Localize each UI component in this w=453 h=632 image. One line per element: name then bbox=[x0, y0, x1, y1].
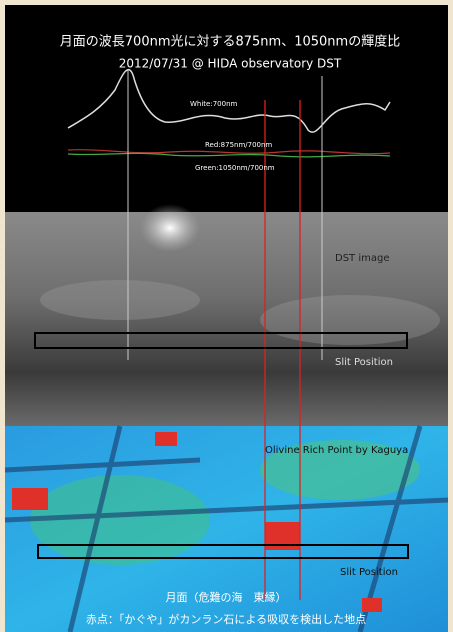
profile-label: Red:875nm/700nm bbox=[205, 141, 272, 149]
red-point bbox=[362, 598, 382, 612]
profile-label: Green:1050nm/700nm bbox=[195, 164, 275, 172]
cloud bbox=[40, 280, 200, 320]
red-point bbox=[12, 488, 48, 510]
bright-spot bbox=[140, 204, 200, 252]
red-point bbox=[155, 432, 177, 446]
panel-label: Olivine Rich Point by Kaguya bbox=[265, 445, 408, 456]
slit-label: Slit Position bbox=[335, 357, 393, 368]
cloud bbox=[260, 295, 440, 345]
title: 月面の波長700nm光に対する875nm、1050nmの輝度比 bbox=[60, 34, 400, 50]
caption: 赤点：「かぐや」がカンラン石による吸収を検出した地点 bbox=[86, 612, 366, 626]
caption: 月面（危難の海 東縁） bbox=[166, 590, 287, 604]
profile-label: White:700nm bbox=[190, 100, 238, 108]
figure: 月面の波長700nm光に対する875nm、1050nmの輝度比 2012/07/… bbox=[0, 0, 453, 632]
slit-label: Slit Position bbox=[340, 567, 398, 578]
subtitle: 2012/07/31 @ HIDA observatory DST bbox=[119, 57, 342, 71]
panel-label: DST image bbox=[335, 253, 389, 264]
